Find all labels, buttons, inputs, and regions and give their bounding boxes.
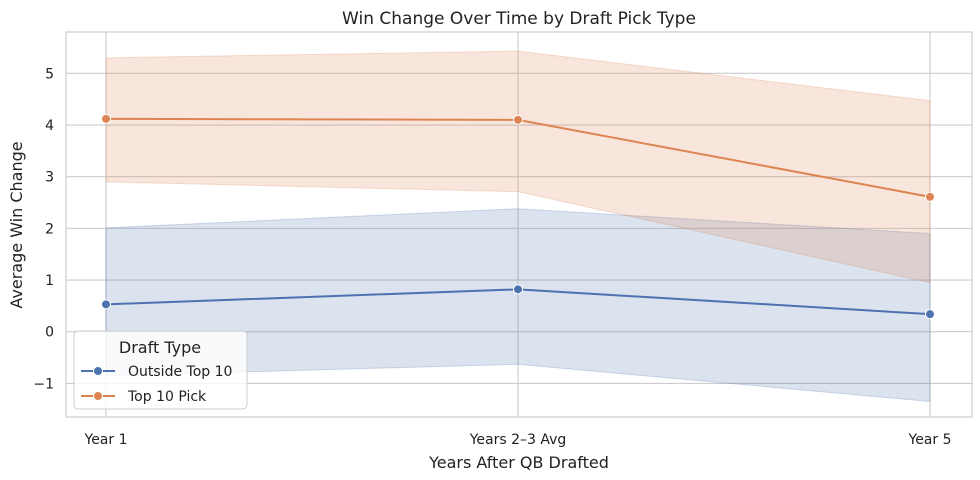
x-tick-labels: Year 1 Years 2–3 Avg Year 5 <box>84 432 952 448</box>
y-tick-label: 1 <box>45 273 54 289</box>
y-axis-label: Average Win Change <box>7 141 26 308</box>
grid <box>66 32 972 417</box>
legend: Draft Type Outside Top 10 Top 10 Pick <box>73 330 248 410</box>
y-tick-label: 2 <box>45 221 54 237</box>
legend-box <box>73 330 248 410</box>
legend-marker <box>93 366 103 376</box>
y-tick-label: 0 <box>45 325 54 341</box>
y-tick-label: 5 <box>45 66 54 82</box>
legend-label: Outside Top 10 <box>128 364 232 380</box>
legend-label: Top 10 Pick <box>127 389 207 405</box>
legend-marker <box>93 391 103 401</box>
x-axis-label: Years After QB Drafted <box>428 453 609 472</box>
data-point <box>925 309 935 320</box>
legend-title: Draft Type <box>119 338 201 357</box>
x-tick-label: Year 5 <box>908 432 952 448</box>
data-point <box>513 284 523 295</box>
y-tick-labels: −1 0 1 2 3 4 5 <box>33 66 54 392</box>
confidence-band <box>105 50 931 284</box>
data-point <box>101 113 111 124</box>
x-tick-label: Years 2–3 Avg <box>469 432 567 448</box>
data-point <box>925 191 935 202</box>
chart-title: Win Change Over Time by Draft Pick Type <box>342 9 696 29</box>
plot-frame <box>65 31 973 418</box>
y-tick-label: 4 <box>45 118 54 134</box>
data-point <box>101 299 111 310</box>
x-tick-label: Year 1 <box>84 432 128 448</box>
y-tick-label: 3 <box>45 170 54 186</box>
y-tick-label: −1 <box>33 376 54 392</box>
series-markers <box>101 113 935 320</box>
legend-entries: Outside Top 10 Top 10 Pick <box>81 364 232 405</box>
confidence-bands <box>105 50 931 403</box>
data-point <box>513 114 523 125</box>
